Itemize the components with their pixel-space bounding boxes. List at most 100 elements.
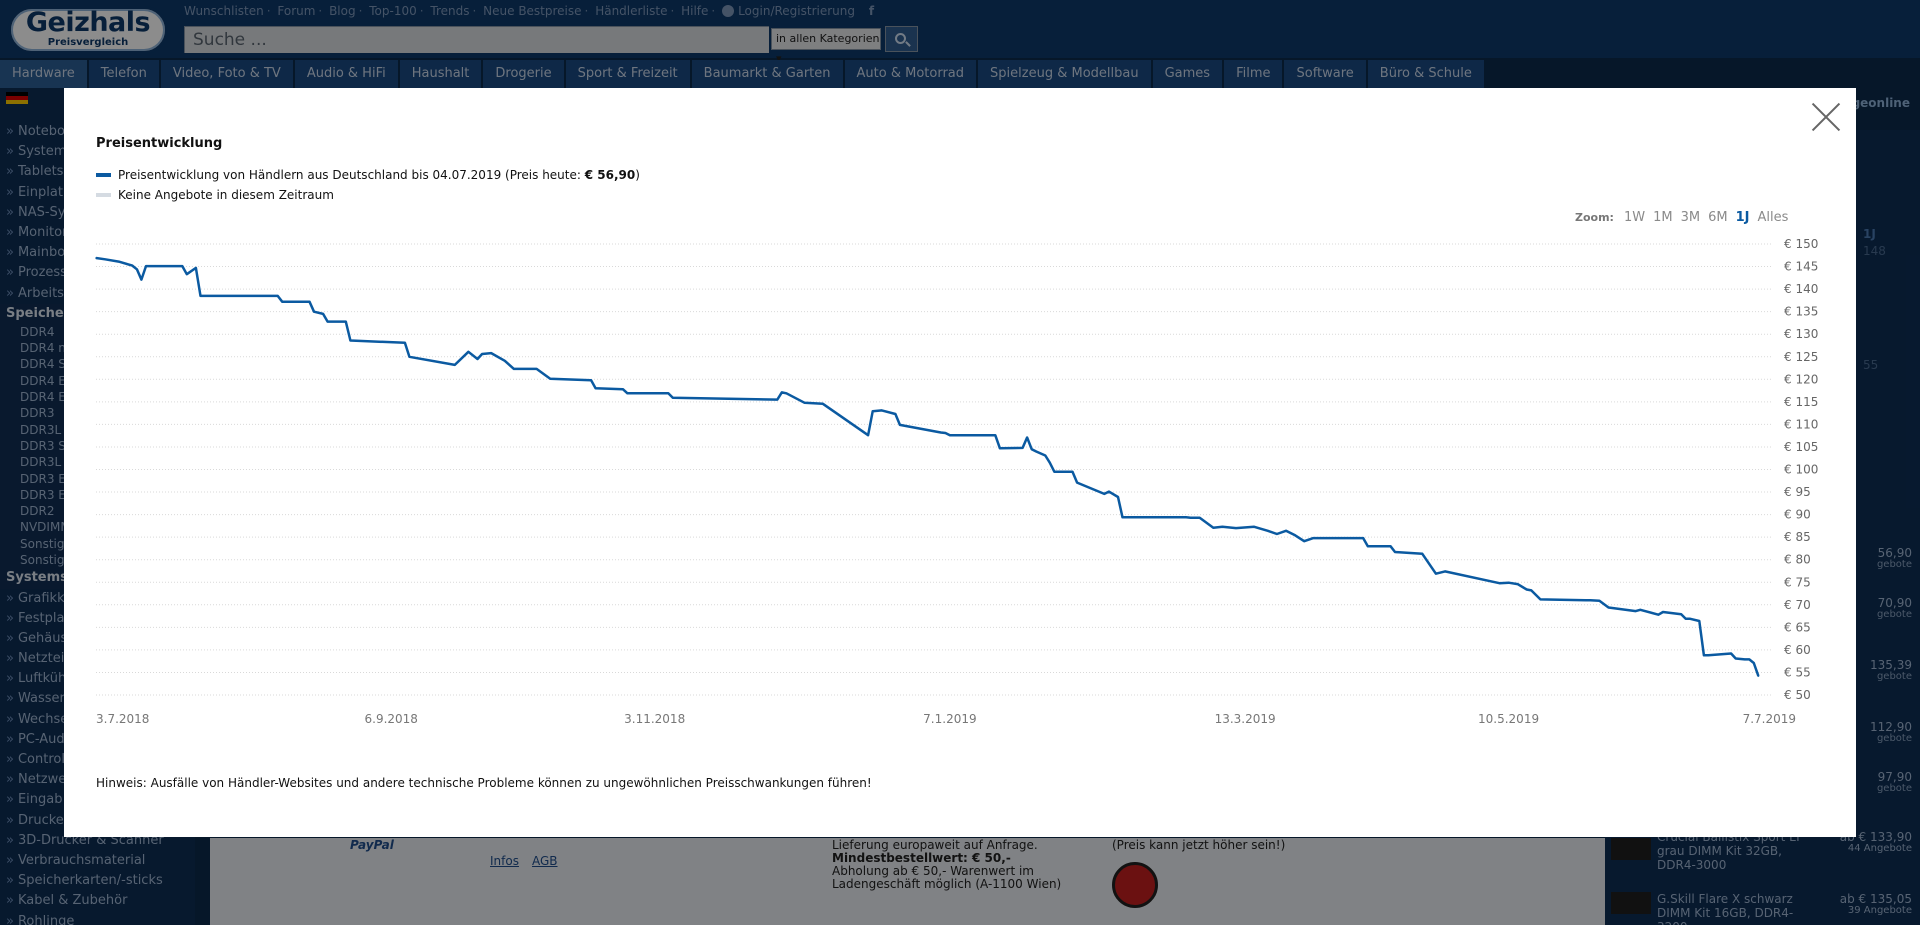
sidebar-item[interactable]: » Tablets — [0, 162, 195, 182]
sidebar-item[interactable]: » System — [0, 142, 195, 162]
sidebar-item[interactable]: » Mainbo — [0, 243, 195, 263]
product-link[interactable]: G.Skill Flare X schwarz DIMM Kit 16GB, D… — [1657, 892, 1794, 925]
top-link[interactable]: Forum — [277, 4, 316, 18]
nav-tab[interactable]: Haushalt — [399, 60, 482, 88]
sidebar-item[interactable]: » Rohlinge — [0, 912, 195, 925]
price-point — [322, 313, 324, 315]
infos-link[interactable]: Infos — [490, 854, 519, 868]
nav-tab[interactable]: Sport & Freizeit — [565, 60, 690, 88]
top-link[interactable]: Händlerliste — [595, 4, 668, 18]
top-link[interactable]: Wunschlisten — [184, 4, 264, 18]
sidebar-item[interactable]: » Eingab — [0, 790, 195, 810]
agb-link[interactable]: AGB — [532, 854, 558, 868]
offer-price: 112,90 — [1870, 720, 1912, 734]
gear-icon[interactable] — [722, 5, 735, 17]
nav-tab[interactable]: Audio & HiFi — [294, 60, 398, 88]
sidebar-item[interactable]: » Monitor — [0, 223, 195, 243]
price-point — [949, 434, 951, 437]
price-point — [1743, 658, 1746, 661]
sidebar-item[interactable]: » Kabel & Zubehör — [0, 891, 195, 911]
facebook-icon[interactable]: f — [868, 4, 875, 18]
sidebar-item[interactable]: » Verbrauchsmaterial — [0, 851, 195, 871]
price-point — [1435, 572, 1437, 575]
zoom-option[interactable]: 1J — [1735, 210, 1750, 225]
price-point — [1684, 618, 1687, 620]
sidebar-item[interactable]: » Notebo — [0, 122, 195, 142]
sidebar-item[interactable]: » Speicherkarten/-sticks — [0, 871, 195, 891]
sidebar-item[interactable]: » Wechse — [0, 710, 195, 730]
search-button[interactable] — [885, 26, 918, 52]
price-point — [1707, 654, 1710, 657]
top-link[interactable]: Blog — [329, 4, 356, 18]
login-link[interactable]: Login/Registrierung — [738, 4, 855, 18]
top-link[interactable]: Neue Bestpreise — [483, 4, 582, 18]
nav-tab[interactable]: Games — [1152, 60, 1223, 88]
price-note: (Preis kann jetzt höher sein!) — [1112, 838, 1286, 852]
sidebar-item-label: PC-Aud — [17, 731, 65, 747]
sidebar-item[interactable]: » Luftküh — [0, 669, 195, 689]
nav-tab[interactable]: Auto & Motorrad — [844, 60, 977, 88]
sidebar-item[interactable]: » Gehäus — [0, 629, 195, 649]
legend-item-no-offers[interactable]: Keine Angebote in diesem Zeitraum — [96, 187, 334, 203]
sidebar-item[interactable]: » Festpla — [0, 609, 195, 629]
nav-tab[interactable]: Video, Foto & TV — [160, 60, 293, 88]
sidebar-item[interactable]: » Drucke — [0, 811, 195, 831]
sidebar-item[interactable]: » Einplati — [0, 183, 195, 203]
nav-tab[interactable]: Drogerie — [483, 60, 564, 88]
nav-tab[interactable]: Spielzeug & Modellbau — [978, 60, 1151, 88]
nav-tab[interactable]: Hardware — [0, 60, 87, 88]
nav-tab[interactable]: Baumarkt & Garten — [691, 60, 843, 88]
chevron-right-icon: » — [6, 144, 14, 160]
price-point — [776, 398, 779, 401]
zoom-option[interactable]: 1W — [1623, 210, 1646, 225]
modal-title: Preisentwicklung — [96, 136, 223, 151]
nav-tab[interactable]: Büro & Schule — [1367, 60, 1484, 88]
germany-flag-icon[interactable] — [6, 92, 28, 104]
product-thumbnail[interactable] — [1611, 892, 1651, 914]
product-thumbnail[interactable] — [1611, 838, 1651, 860]
sidebar-item[interactable]: » Arbeits — [0, 284, 195, 304]
top-link[interactable]: Top-100 — [369, 4, 417, 18]
chevron-right-icon: » — [6, 792, 14, 808]
sidebar-item[interactable]: » Prozess — [0, 263, 195, 283]
search-input[interactable] — [185, 27, 769, 53]
sidebar-item[interactable]: » Grafikk — [0, 589, 195, 609]
price-point — [1294, 534, 1296, 537]
sidebar-item-label: DDR4 — [20, 324, 55, 339]
y-tick-label: € 75 — [1784, 575, 1811, 589]
sidebar-item[interactable]: » PC-Aud — [0, 730, 195, 750]
sidebar-item[interactable]: » Control — [0, 750, 195, 770]
sidebar-item[interactable]: » Netztei — [0, 649, 195, 669]
top-link[interactable]: Hilfe — [681, 4, 709, 18]
sidebar-item-label: DDR3 — [20, 406, 55, 421]
sidebar-item-label: Mainbo — [17, 245, 66, 261]
zoom-option[interactable]: 1M — [1653, 210, 1673, 225]
price-point — [1189, 517, 1192, 519]
zoom-option[interactable]: Alles — [1757, 210, 1789, 225]
legend-item-price[interactable]: Preisentwicklung von Händlern aus Deutsc… — [96, 167, 640, 183]
sidebar-item[interactable]: » NAS-Sy — [0, 203, 195, 223]
y-tick-label: € 70 — [1784, 598, 1811, 612]
sidebar-item[interactable]: » Netzwe — [0, 770, 195, 790]
price-point — [1021, 447, 1024, 449]
sidebar-item-label: Wasser — [17, 691, 65, 707]
top-link[interactable]: Trends — [430, 4, 470, 18]
y-tick-label: € 65 — [1784, 620, 1811, 634]
zoom-option[interactable]: 6M — [1708, 210, 1728, 225]
price-point — [1121, 516, 1124, 519]
zoom-option[interactable]: 3M — [1680, 210, 1701, 225]
y-tick-label: € 50 — [1784, 688, 1811, 702]
sidebar-item-label: Einplati — [17, 184, 67, 200]
sidebar-item-label: Speicher — [6, 305, 71, 321]
sidebar-item[interactable]: » Wasser — [0, 689, 195, 709]
nav-tab[interactable]: Software — [1284, 60, 1366, 88]
sidebar-item-label: Notebo — [17, 124, 65, 139]
category-select[interactable]: in allen Kategorien ▾ — [771, 28, 881, 65]
partner-label[interactable]: geonline — [1851, 96, 1910, 110]
price-point — [1026, 436, 1028, 439]
legend-text: Keine Angebote in diesem Zeitraum — [118, 188, 334, 202]
nav-tab[interactable]: Telefon — [88, 60, 159, 88]
nav-tab[interactable]: Filme — [1224, 60, 1283, 88]
y-tick-label: € 145 — [1784, 260, 1818, 274]
geizhals-logo[interactable]: Geizhals Preisvergleich — [8, 6, 168, 54]
